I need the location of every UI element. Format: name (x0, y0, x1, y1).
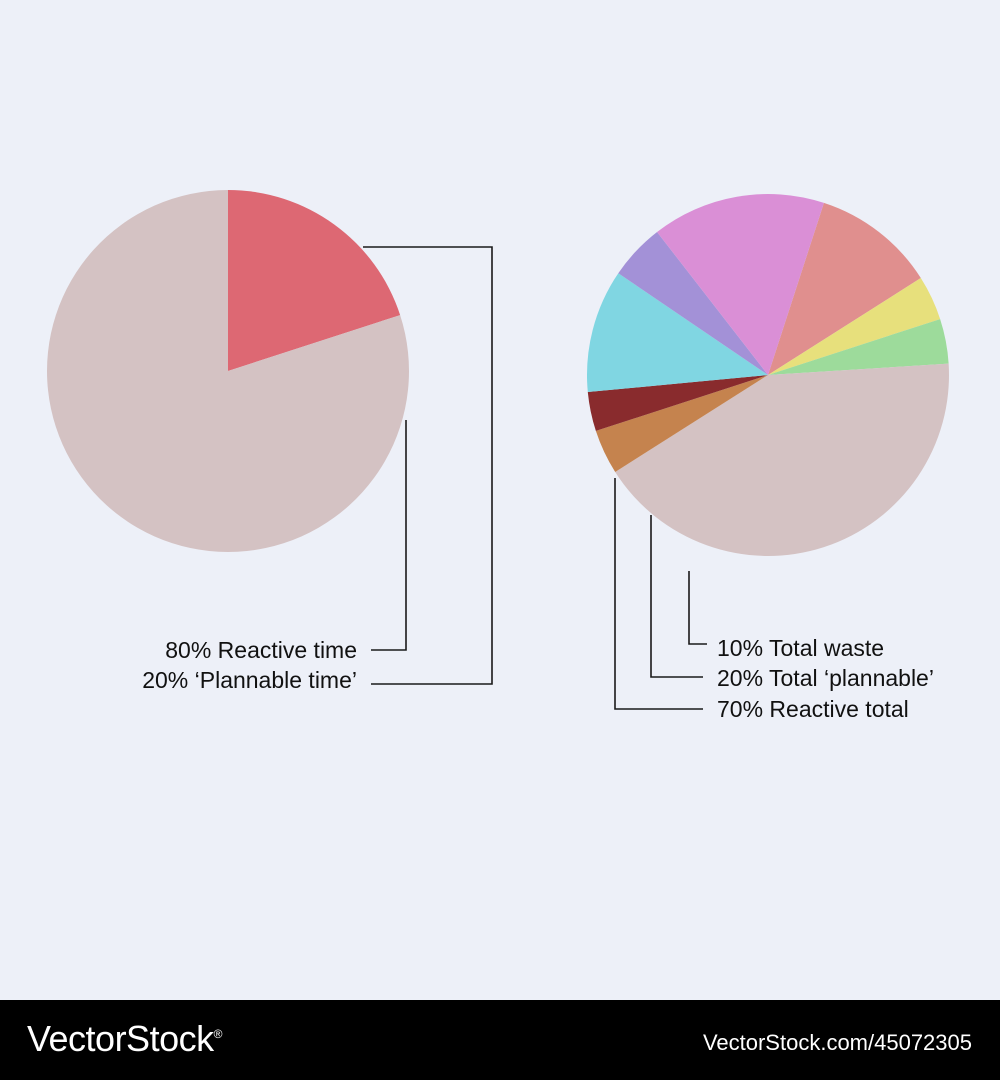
right-pie-slice-2 (768, 278, 941, 375)
right-pie-slice-8 (618, 231, 768, 375)
right-pie-slice-3 (768, 319, 949, 375)
label-reactive-time: 80% Reactive time (165, 637, 357, 663)
label-total-plannable: 20% Total ‘plannable’ (717, 665, 934, 691)
label-plannable-time: 20% ‘Plannable time’ (142, 667, 357, 693)
right-pie-slice-1 (768, 202, 921, 375)
right-pie-slice-7 (586, 273, 768, 393)
stock-url[interactable]: VectorStock.com/45072305 (702, 1030, 972, 1055)
brand-logo[interactable]: VectorStock® (27, 1018, 222, 1060)
footer-bar: VectorStock® VectorStock.com/45072305 (0, 1000, 1000, 1080)
brand-name: VectorStock (27, 1018, 214, 1059)
pie-chart-left (46, 190, 409, 552)
charts-canvas: 80% Reactive time 20% ‘Plannable time’ 1… (46, 190, 949, 722)
leader-line-reactive-time (371, 420, 407, 651)
label-reactive-total: 70% Reactive total (717, 696, 909, 722)
right-pie-slice-5 (595, 375, 768, 472)
left-pie-slice-2 (46, 190, 409, 552)
label-total-waste: 10% Total waste (717, 635, 884, 661)
brand-registered-mark: ® (213, 1027, 223, 1041)
leader-line-total-waste (688, 571, 707, 645)
pie-chart-right (586, 193, 949, 556)
leader-line-reactive-total (614, 478, 703, 710)
right-pie-slice-6 (587, 375, 768, 431)
leader-line-plannable-time (363, 246, 493, 685)
left-pie-slice-1 (228, 190, 401, 371)
leader-line-total-plannable (650, 515, 703, 678)
right-pie-slice-9 (657, 193, 824, 375)
right-pie-slice-4 (615, 363, 949, 556)
